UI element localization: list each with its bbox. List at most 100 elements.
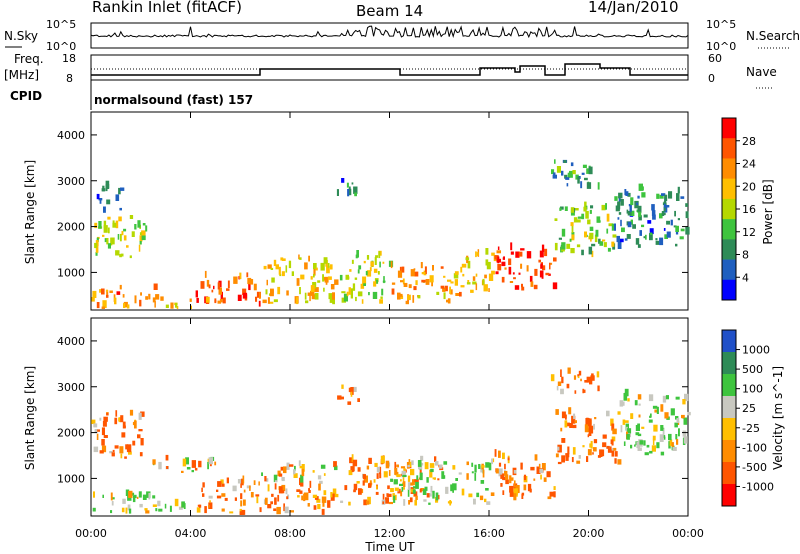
- data-cell: [644, 452, 649, 456]
- data-cell: [589, 443, 592, 448]
- data-cell: [98, 221, 102, 229]
- data-cell: [298, 460, 301, 466]
- colorbar-tick-label: 500: [742, 363, 763, 376]
- data-cell: [105, 289, 108, 292]
- data-cell: [539, 270, 544, 278]
- data-cell: [465, 257, 470, 261]
- data-cell: [165, 454, 169, 461]
- data-cell: [351, 468, 354, 473]
- data-cell: [256, 291, 261, 298]
- data-cell: [492, 458, 495, 463]
- data-cell: [584, 424, 589, 433]
- data-cell: [498, 462, 502, 467]
- data-cell: [620, 425, 623, 433]
- data-cell: [325, 282, 328, 285]
- velocity-y-axis: 1000 2000 3000 4000: [57, 335, 688, 485]
- data-cell: [617, 411, 621, 415]
- freq-trace: [91, 63, 688, 76]
- data-cell: [309, 295, 311, 302]
- data-cell: [388, 501, 393, 505]
- data-cell: [571, 415, 576, 424]
- data-cell: [659, 194, 664, 199]
- data-cell: [317, 475, 322, 480]
- y-tick-label: 2000: [57, 221, 85, 234]
- data-cell: [410, 468, 415, 476]
- data-cell: [491, 458, 493, 465]
- data-cell: [243, 489, 246, 493]
- data-cell: [119, 233, 122, 242]
- data-cell: [430, 468, 434, 473]
- colorbar-swatch: [722, 484, 736, 507]
- data-cell: [283, 466, 287, 474]
- data-cell: [103, 220, 107, 229]
- data-cell: [656, 193, 660, 199]
- data-cell: [590, 205, 594, 209]
- data-cell: [470, 289, 474, 293]
- data-cell: [291, 271, 294, 276]
- data-cell: [267, 264, 272, 269]
- data-cell: [94, 222, 98, 229]
- data-cell: [498, 450, 501, 458]
- data-cell: [474, 472, 477, 481]
- data-cell: [568, 407, 572, 415]
- data-cell: [202, 482, 205, 488]
- data-cell: [573, 375, 577, 380]
- data-cell: [155, 508, 158, 512]
- data-cell: [664, 205, 670, 208]
- data-cell: [485, 248, 489, 255]
- data-cell: [420, 455, 424, 461]
- data-cell: [629, 203, 632, 212]
- data-cell: [313, 269, 316, 276]
- data-cell: [319, 480, 323, 484]
- data-cell: [659, 237, 664, 246]
- data-cell: [376, 473, 379, 479]
- data-cell: [190, 305, 192, 309]
- data-cell: [611, 241, 615, 247]
- data-cell: [482, 469, 485, 478]
- data-cell: [126, 304, 130, 309]
- data-cell: [577, 176, 580, 184]
- data-cell: [557, 461, 562, 465]
- data-cell: [148, 293, 151, 300]
- power-frame: [90, 111, 689, 311]
- data-cell: [647, 220, 652, 224]
- data-cell: [258, 300, 261, 307]
- data-cell: [611, 223, 615, 231]
- data-cell: [652, 214, 656, 220]
- data-cell: [638, 183, 643, 191]
- data-cell: [343, 293, 348, 302]
- data-cell: [283, 503, 285, 512]
- data-cell: [153, 283, 158, 290]
- data-cell: [327, 500, 331, 508]
- data-cell: [395, 468, 398, 476]
- colorbar-tick-label: -100: [742, 441, 767, 454]
- data-cell: [435, 492, 439, 501]
- colorbar-swatch: [722, 440, 736, 463]
- data-cell: [678, 428, 680, 437]
- data-cell: [315, 267, 318, 271]
- data-cell: [353, 186, 358, 194]
- data-cell: [222, 297, 226, 304]
- data-cell: [261, 472, 263, 476]
- data-cell: [273, 259, 277, 266]
- data-cell: [125, 444, 128, 450]
- data-cell: [649, 415, 652, 418]
- data-cell: [601, 204, 606, 211]
- data-cell: [560, 206, 564, 210]
- data-cell: [120, 187, 125, 191]
- data-cell: [299, 477, 302, 486]
- data-cell: [437, 478, 440, 481]
- data-cell: [96, 302, 100, 309]
- data-cell: [560, 388, 564, 395]
- data-cell: [279, 273, 282, 277]
- data-cell: [97, 429, 100, 432]
- data-cell: [669, 439, 673, 446]
- data-cell: [242, 475, 245, 484]
- data-cell: [554, 218, 558, 221]
- data-cell: [201, 487, 203, 493]
- data-cell: [504, 463, 506, 470]
- data-cell: [366, 255, 370, 260]
- data-cell: [424, 266, 427, 274]
- data-cell: [610, 418, 614, 426]
- data-cell: [382, 501, 385, 505]
